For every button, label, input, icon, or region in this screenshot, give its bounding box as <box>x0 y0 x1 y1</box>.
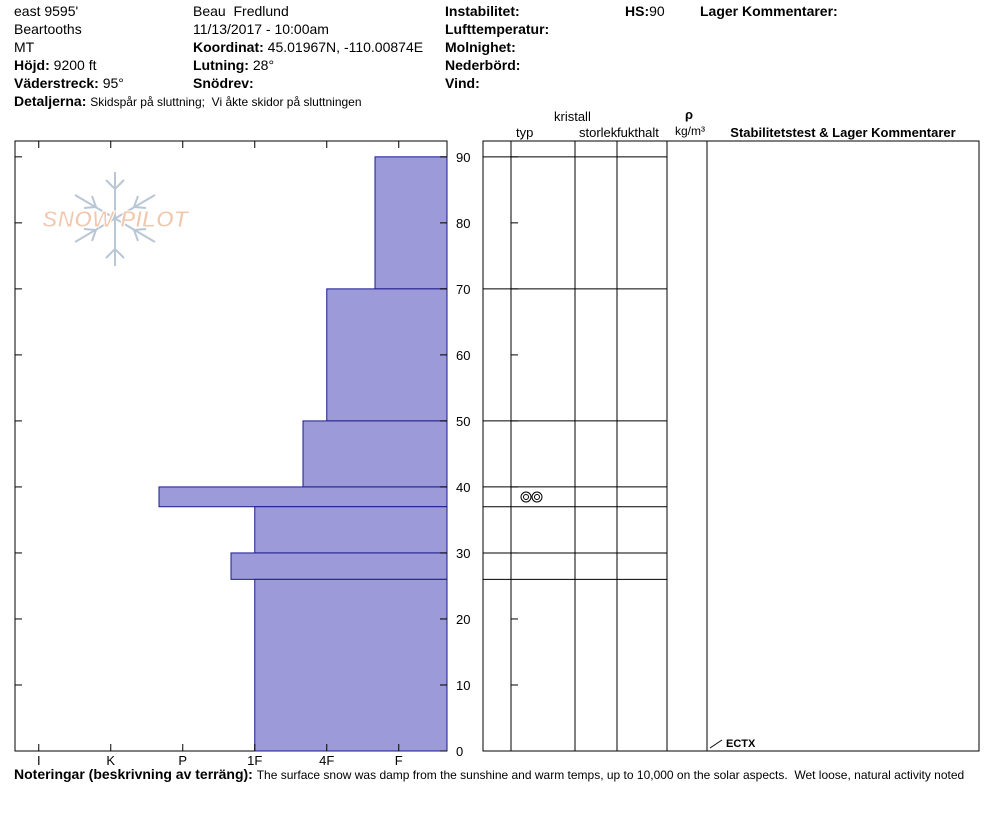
label: Höjd: <box>14 57 50 73</box>
wind-loading: Snödrev: <box>193 75 254 91</box>
x-tick-label: 1F <box>247 753 262 768</box>
range: Beartooths <box>14 21 82 37</box>
y-tick-label: 40 <box>456 480 470 495</box>
label: Väderstreck: <box>14 75 99 91</box>
layer-bar <box>254 506 448 554</box>
grain-symbol <box>520 491 543 503</box>
layer-bar <box>374 156 448 290</box>
y-tick-label: 0 <box>456 744 463 759</box>
column-header: kristall <box>554 109 591 124</box>
notes: Noteringar (beskrivning av terräng): The… <box>14 766 964 782</box>
layer-bar <box>302 420 448 488</box>
sky: Molnighet: <box>445 39 516 55</box>
column-header: ρ <box>685 107 693 122</box>
logo-text: SNOW PILOT <box>42 206 190 232</box>
x-tick-label: K <box>106 753 115 768</box>
coordinates: Koordinat: 45.01967N, -110.00874E <box>193 39 423 55</box>
logo <box>74 172 156 266</box>
air-temperature: Lufttemperatur: <box>445 21 550 37</box>
y-tick-label: 80 <box>456 216 470 231</box>
value: 9200 ft <box>53 57 97 73</box>
layer-bar <box>158 486 448 508</box>
value: 45.01967N, -110.00874E <box>267 39 424 55</box>
label: HS: <box>625 3 650 19</box>
y-tick-label: 60 <box>456 348 470 363</box>
x-tick-label: F <box>395 753 403 768</box>
label: Lutning: <box>193 57 249 73</box>
value: Skidspår på sluttning; Vi åkte skidor på… <box>90 95 362 109</box>
annotation: ECTX <box>726 738 756 750</box>
y-tick-label: 10 <box>456 678 470 693</box>
observer: Beau Fredlund <box>193 3 289 19</box>
instability: Instabilitet: <box>445 3 520 19</box>
layer-bar <box>326 288 448 422</box>
y-tick-label: 50 <box>456 414 470 429</box>
elevation: Höjd: 9200 ft <box>14 57 96 73</box>
layer-comments: Lager Kommentarer: <box>700 3 838 19</box>
y-tick-label: 90 <box>456 150 470 165</box>
precipitation: Nederbörd: <box>445 57 521 73</box>
table-columns <box>510 141 708 751</box>
site: east 9595' <box>14 3 79 19</box>
x-tick-label: P <box>178 753 187 768</box>
column-header: Stabilitetstest & Lager Kommentarer <box>730 125 955 140</box>
x-tick-label: 4F <box>319 753 334 768</box>
state: MT <box>14 39 35 55</box>
table-frame <box>482 140 980 752</box>
wind: Vind: <box>445 75 480 91</box>
aspect: Väderstreck: 95° <box>14 75 124 91</box>
details: Detaljerna: Skidspår på sluttning; Vi åk… <box>14 93 362 109</box>
slope: Lutning: 28° <box>193 57 274 73</box>
column-header: typ <box>516 125 533 140</box>
column-header: kg/m³ <box>675 124 705 138</box>
annotation-arrow <box>709 739 723 749</box>
value: The surface snow was damp from the sunsh… <box>256 768 965 782</box>
label: Koordinat: <box>193 39 264 55</box>
datetime: 11/13/2017 - 10:00am <box>193 21 329 37</box>
hs: HS:90 <box>625 3 665 19</box>
value: 90 <box>649 3 665 19</box>
column-header: storlek <box>579 125 618 140</box>
y-tick-label: 30 <box>456 546 470 561</box>
label: Noteringar (beskrivning av terräng): <box>14 766 253 782</box>
label: Detaljerna: <box>14 93 87 109</box>
value: 95° <box>102 75 124 91</box>
y-tick-label: 20 <box>456 612 470 627</box>
y-tick-label: 70 <box>456 282 470 297</box>
value: 28° <box>252 57 275 73</box>
layer-bar <box>254 578 448 752</box>
x-tick-label: I <box>37 753 41 768</box>
layer-bar <box>230 552 448 580</box>
column-header: fukthalt <box>617 125 659 140</box>
